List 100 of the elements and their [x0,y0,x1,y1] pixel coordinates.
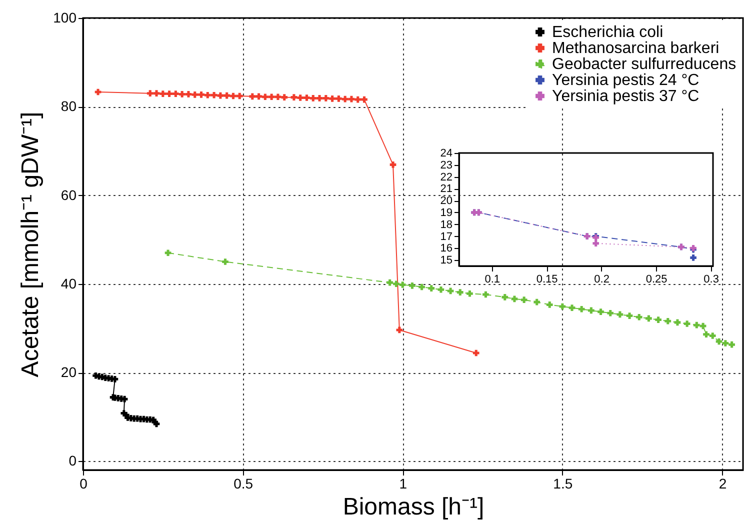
point [297,94,304,101]
point [592,240,600,247]
point [396,326,403,334]
point [192,92,198,98]
legend-label: Geobacter sulfurreducens [552,56,736,73]
y-tick-label: 40 [60,275,77,292]
point [578,306,585,312]
y-tick-label: 21 [440,183,452,196]
point [502,294,508,300]
y-tick-label: 16 [440,242,452,255]
point [336,95,342,102]
point [304,94,310,101]
legend-label: Yersinia pestis 37 °C [552,88,700,105]
point [185,91,192,98]
point [322,95,330,102]
point [466,290,473,297]
y-tick-label: 20 [60,364,77,380]
legend-label: Methanosarcina barkeri [552,40,720,57]
point [290,94,298,100]
point [399,282,406,288]
point [164,250,172,256]
point [607,310,614,316]
point [178,91,186,98]
x-tick-label: 0.1 [484,274,500,286]
point [636,314,642,320]
point [256,93,262,100]
point [598,308,604,315]
point [354,96,362,103]
point [390,162,396,168]
point [447,288,454,294]
point [722,340,729,346]
y-tick-label: 0 [68,452,77,469]
point [716,338,722,345]
point [674,319,681,326]
point [690,254,696,261]
point [274,94,282,100]
point [348,96,355,102]
point [146,90,154,96]
point [262,94,268,100]
point [409,282,416,289]
point [456,289,464,296]
point [482,291,489,298]
point [342,96,348,102]
point [94,88,102,96]
point [588,307,594,314]
point [310,95,316,102]
point [655,316,662,323]
point [709,332,716,339]
y-tick-label: 19 [440,206,452,219]
point [316,95,323,102]
point [210,92,218,98]
point [268,94,275,100]
point [329,95,336,102]
point [281,94,288,100]
point [236,92,243,100]
point [249,93,256,100]
y-tick-label: 17 [440,230,452,243]
point [520,296,528,303]
point [222,258,228,265]
point [511,296,518,302]
x-tick-label: 2 [718,476,727,492]
point [166,90,172,97]
point [616,311,624,318]
point [217,92,224,99]
point [703,331,710,338]
point [418,284,425,290]
point [546,302,553,308]
point [198,92,204,98]
y-tick-label: 22 [440,171,452,184]
point [230,92,236,100]
x-tick-label: 0 [80,476,88,492]
y-tick-label: 15 [440,254,452,267]
x-tick-label: 0.15 [536,274,558,286]
point [153,90,160,96]
y-tick-label: 100 [53,10,77,26]
point [172,90,179,97]
point [626,312,633,319]
x-tick-label: 0.25 [646,274,668,286]
point [361,96,368,103]
y-tick-label: 60 [60,186,77,203]
point [204,92,211,98]
point [160,90,166,97]
y-tick-label: 18 [440,218,452,231]
point [568,304,576,311]
point [559,303,566,310]
point [700,322,706,330]
x-tick-label: 0.3 [704,274,719,286]
y-tick-label: 23 [440,159,452,172]
point [646,315,652,322]
x-tick-label: 0.5 [234,476,254,492]
x-tick-label: 1.5 [553,476,573,492]
x-tick-label: 1 [399,476,408,492]
legend-label: Escherichia coli [552,24,664,41]
legend-label: Yersinia pestis 24 °C [552,72,700,89]
x-tick-label: 0.2 [594,274,610,286]
point [664,318,672,324]
point [728,341,735,348]
y-axis-title: Acetate [mmolh⁻¹ gDW⁻¹] [17,112,44,378]
y-tick-label: 24 [440,148,452,160]
point [693,322,700,328]
